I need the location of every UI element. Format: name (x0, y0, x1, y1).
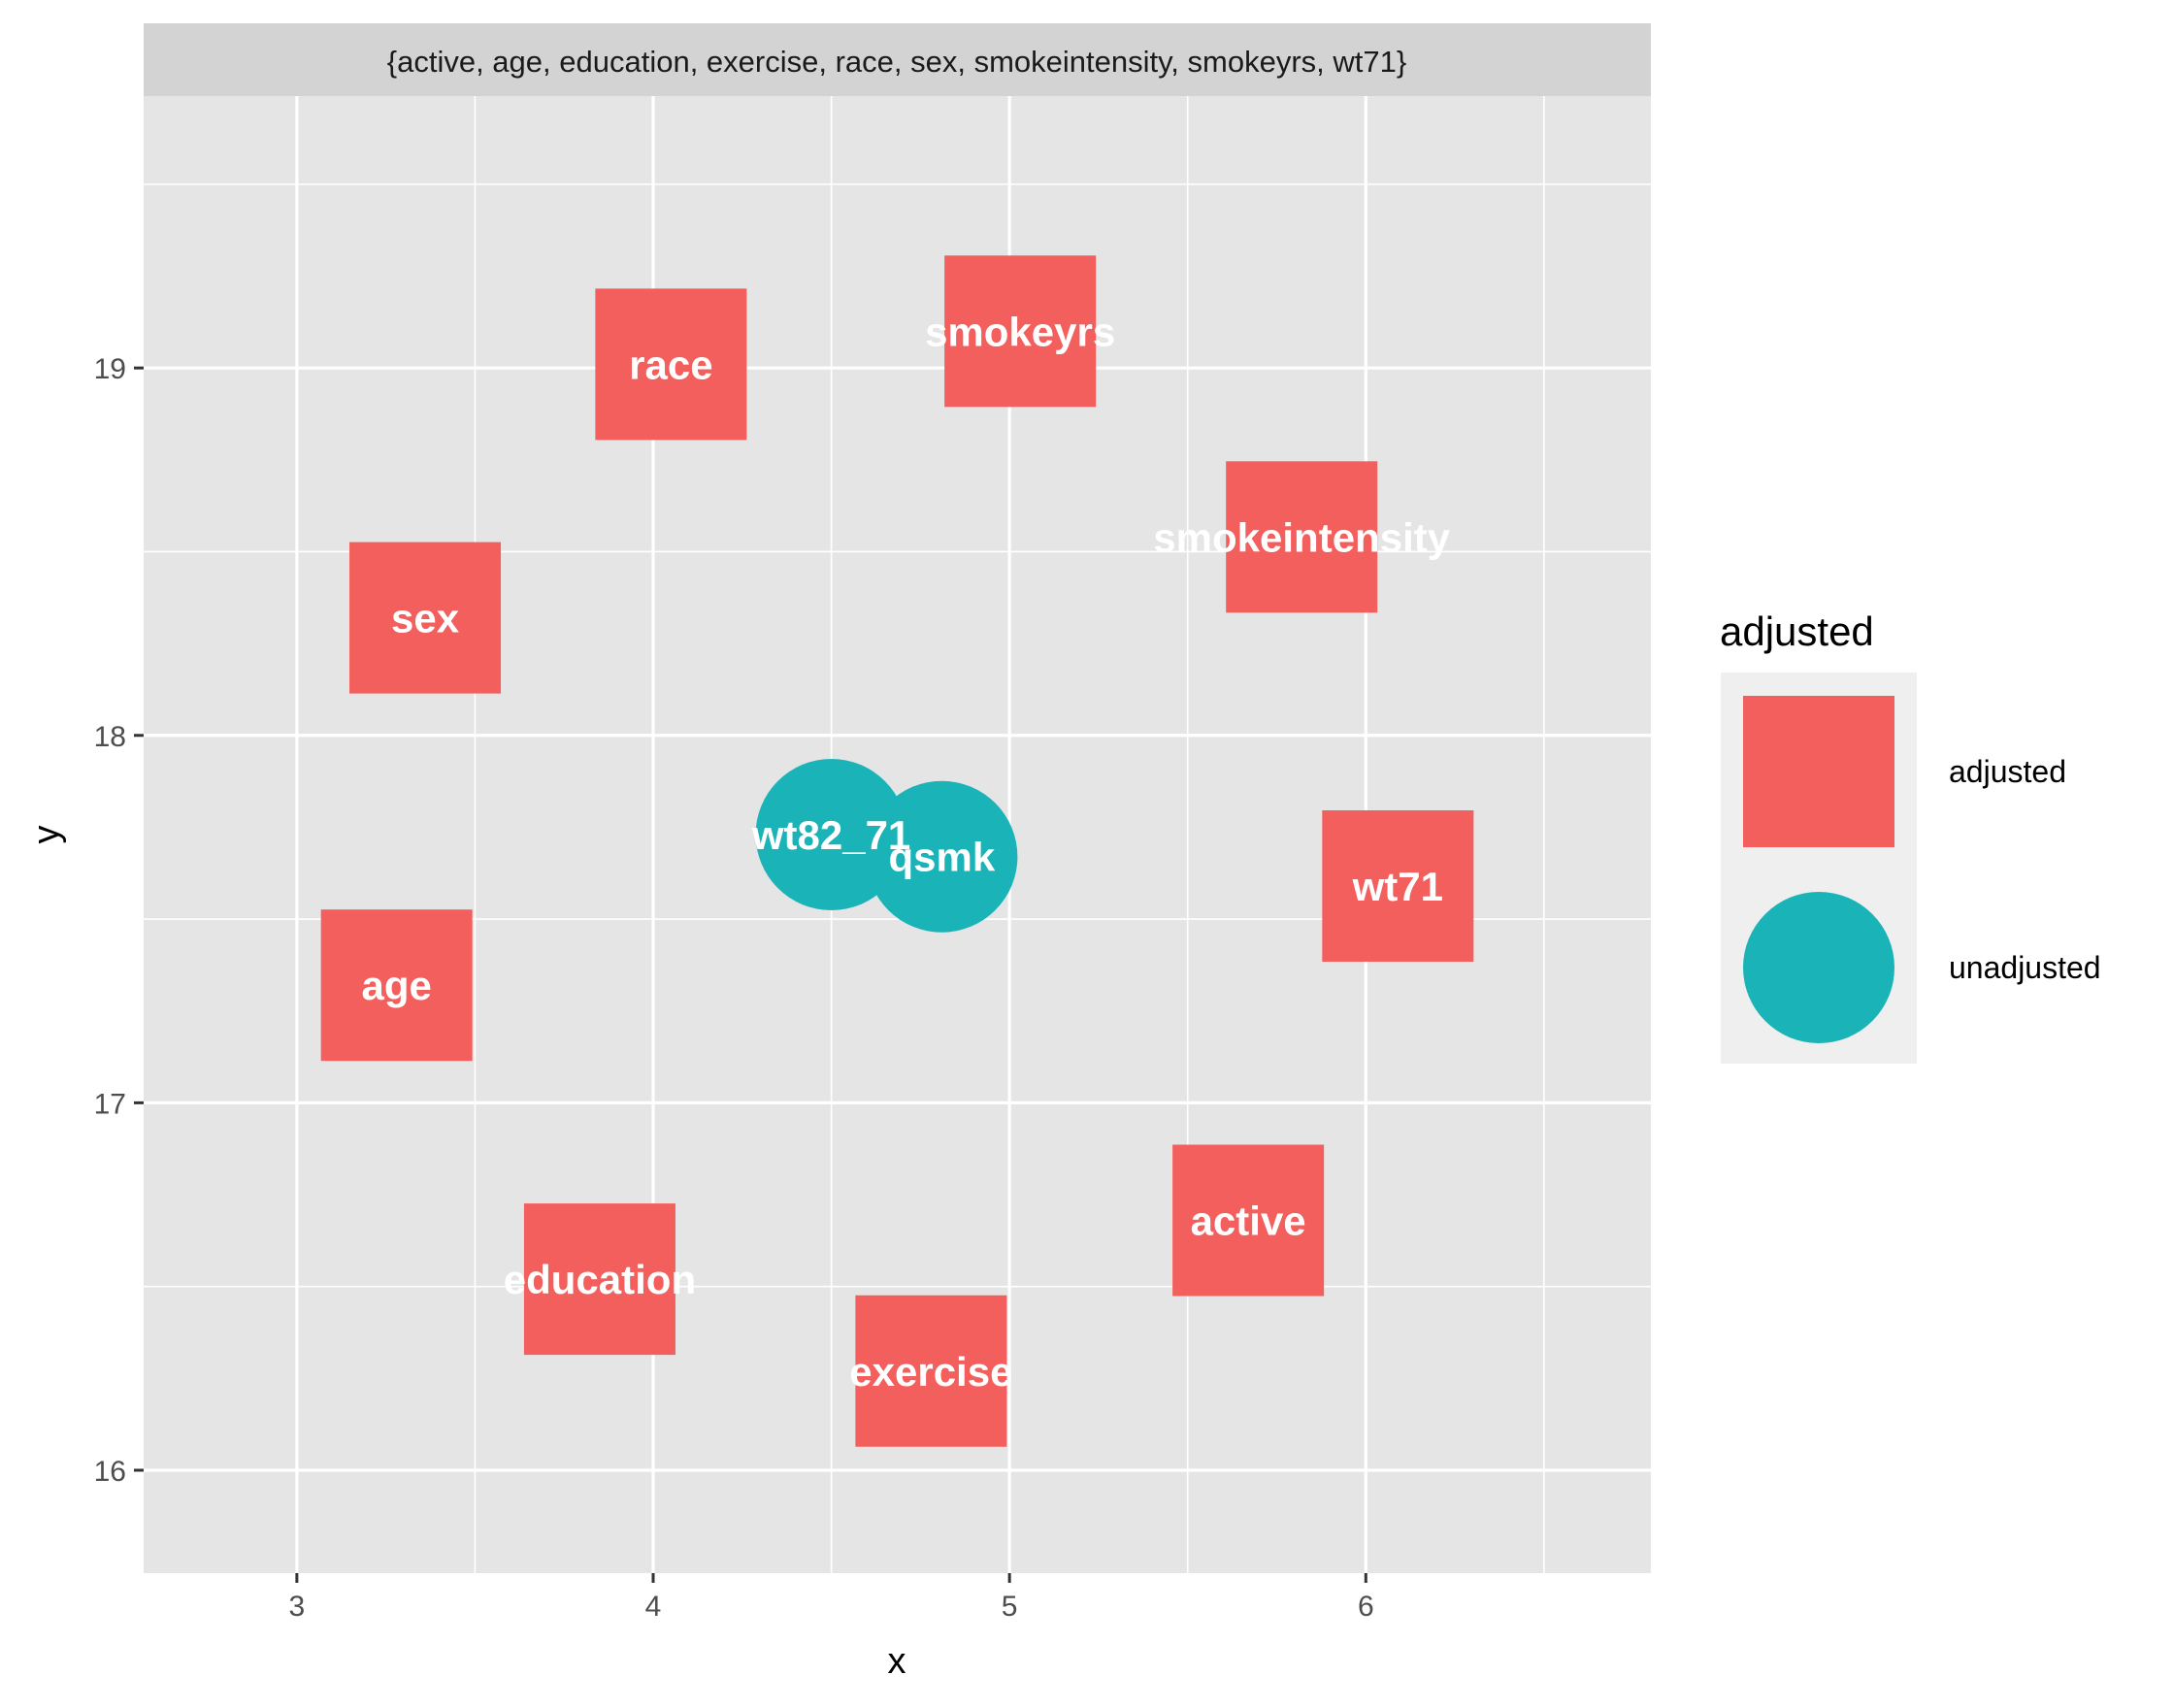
node-education-label: education (504, 1257, 696, 1302)
node-wt82_71-label: wt82_71 (751, 812, 910, 858)
node-smokeintensity-square (1226, 461, 1378, 613)
strip-label: {active, age, education, exercise, race,… (387, 45, 1406, 79)
node-qsmk-label: qsmk (889, 835, 996, 880)
x-axis-title: x (888, 1641, 906, 1682)
axes: 3 4 5 6 16 17 18 19 (94, 353, 1374, 1623)
node-wt71-square (1322, 810, 1474, 963)
node-smokeintensity-label: smokeintensity (1153, 514, 1450, 560)
legend-title: adjusted (1720, 608, 1874, 654)
node-active-square (1172, 1144, 1325, 1297)
legend-key-unadjusted (1743, 892, 1894, 1043)
dag-nodes: race smokeyrs smokeintensity sex wt82_71qsmk… (320, 255, 1474, 1447)
y-tick-label: 19 (94, 353, 126, 385)
node-sex-square (349, 542, 502, 694)
strip-background (144, 23, 1651, 96)
y-tick-label: 18 (94, 721, 126, 753)
y-tick-label: 17 (94, 1088, 126, 1120)
node-sex-label: sex (391, 596, 460, 641)
legend-label-unadjusted: unadjusted (1949, 950, 2101, 985)
y-tick-label: 16 (94, 1456, 126, 1488)
node-race-label: race (629, 342, 712, 387)
legend: adjusted adjusted unadjusted (1720, 608, 2101, 1064)
node-age-square (320, 909, 473, 1062)
node-education-square (523, 1203, 675, 1356)
node-smokeyrs-square (944, 255, 1097, 408)
x-tick-label: 3 (289, 1591, 306, 1623)
node-active-label: active (1191, 1199, 1306, 1244)
node-race-square (595, 288, 747, 441)
node-exercise-square (855, 1295, 1007, 1447)
x-tick-label: 6 (1358, 1591, 1374, 1623)
y-axis-title: y (26, 826, 67, 844)
x-tick-label: 5 (1002, 1591, 1018, 1623)
node-exercise-label: exercise (849, 1349, 1012, 1395)
legend-key-adjusted (1743, 696, 1894, 847)
node-qsmk-circle (866, 780, 1018, 933)
x-tick-label: 4 (645, 1591, 662, 1623)
node-wt71-label: wt71 (1352, 864, 1443, 909)
legend-label-adjusted: adjusted (1949, 754, 2066, 789)
node-smokeyrs-label: smokeyrs (925, 309, 1115, 354)
node-age-label: age (361, 963, 431, 1008)
